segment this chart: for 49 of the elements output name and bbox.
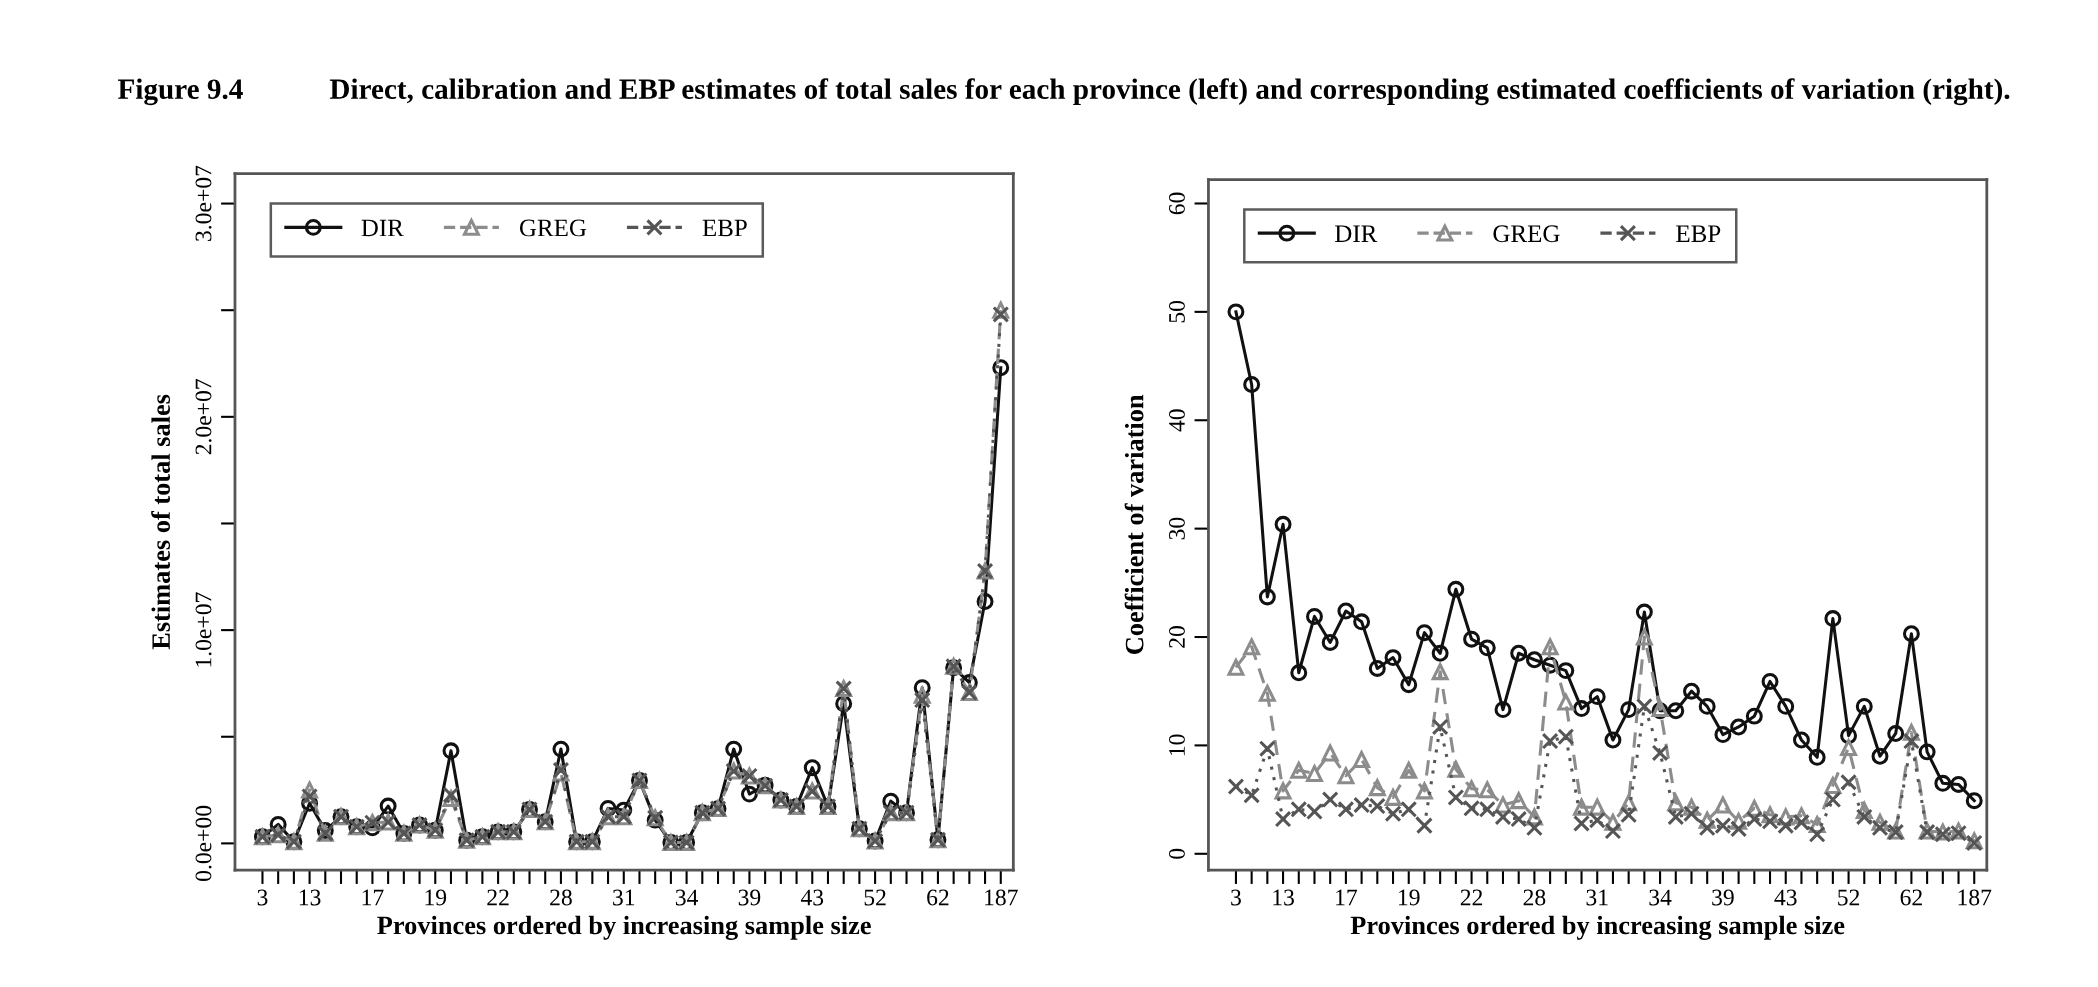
x-tick-label: 62 xyxy=(1900,889,1922,906)
x-tick-label: 3 xyxy=(257,889,268,906)
x-tick-label: 17 xyxy=(1336,889,1358,906)
x-tick-label: 43 xyxy=(1774,889,1797,906)
y-tick-label: 3.0e+07 xyxy=(195,165,212,241)
y-axis-title: Estimates of total sales xyxy=(151,394,171,650)
x-tick-label: 187 xyxy=(985,889,1018,906)
chart-title: Figure 9.4 xyxy=(117,78,243,106)
legend-label: GREG xyxy=(519,219,587,237)
y-tick-label: 0 xyxy=(1168,848,1185,859)
x-tick-label: 22 xyxy=(487,889,509,906)
x-tick-label: 19 xyxy=(1399,889,1420,906)
x-tick-label: 19 xyxy=(425,889,447,906)
y-tick-label: 1.0e+07 xyxy=(195,592,212,667)
text: Direct, calibration and EBP estimates of total sales for each province (left) and corresponding estimated coefficients of variation (right). xyxy=(329,78,2010,106)
y-tick-label: 40 xyxy=(1168,409,1185,432)
x-tick-label: 28 xyxy=(1523,889,1546,906)
y-tick-label: 30 xyxy=(1168,517,1185,540)
x-tick-label: 3 xyxy=(1231,889,1241,906)
x-tick-label: 43 xyxy=(800,889,824,906)
y-tick-label: 10 xyxy=(1168,734,1185,756)
y-tick-label: 20 xyxy=(1168,626,1185,648)
x-tick-label: 28 xyxy=(550,889,572,906)
legend-label: EBP xyxy=(1676,225,1721,242)
x-tick-label: 17 xyxy=(362,889,384,906)
x-tick-label: 22 xyxy=(1460,889,1483,906)
x-tick-label: 31 xyxy=(1586,889,1608,906)
x-tick-label: 52 xyxy=(1838,889,1860,906)
x-tick-label: 34 xyxy=(675,889,699,906)
x-tick-label: 34 xyxy=(1649,889,1672,906)
legend-label: DIR xyxy=(361,219,404,237)
legend-label: DIR xyxy=(1335,225,1378,242)
x-tick-label: 13 xyxy=(1273,889,1294,906)
legend-label: EBP xyxy=(702,219,747,237)
y-tick-label: 0.0e+00 xyxy=(195,805,212,881)
x-tick-label: 39 xyxy=(1712,889,1734,906)
y-tick-label: 50 xyxy=(1168,300,1185,323)
y-tick-label: 60 xyxy=(1168,192,1185,215)
x-axis-title: Provinces ordered by increasing sample size xyxy=(377,915,871,940)
x-tick-label: 13 xyxy=(299,889,321,906)
x-tick-label: 187 xyxy=(1958,889,1992,906)
x-tick-label: 31 xyxy=(613,889,635,906)
legend-label: GREG xyxy=(1493,225,1560,243)
x-tick-label: 39 xyxy=(738,889,761,906)
x-axis-title: Provinces ordered by increasing sample size xyxy=(1350,915,1845,940)
x-tick-label: 62 xyxy=(927,889,949,906)
y-axis-title: Coefficient of variation xyxy=(1124,394,1144,654)
y-tick-label: 2.0e+07 xyxy=(195,379,212,455)
x-tick-label: 52 xyxy=(864,889,886,906)
